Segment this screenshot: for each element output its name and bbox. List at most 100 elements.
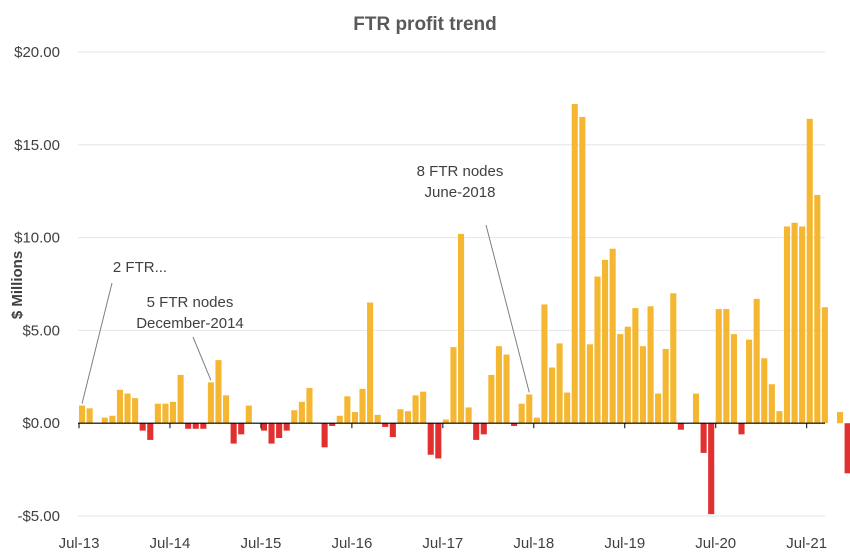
- bar: [473, 423, 480, 440]
- bar: [207, 382, 214, 424]
- bar: [230, 423, 237, 444]
- bar: [594, 276, 601, 424]
- annotation-leader-line: [485, 224, 530, 393]
- annotation-text: December-2014: [136, 315, 244, 332]
- bar: [586, 344, 593, 424]
- bar: [602, 259, 609, 424]
- x-tick-label: Jul-21: [786, 535, 827, 552]
- bar: [442, 419, 449, 424]
- bar: [465, 407, 472, 424]
- y-tick-label: $10.00: [14, 230, 60, 247]
- x-axis-ticks: Jul-13 Jul-14 Jul-15 Jul-16 Jul-17 Jul-18 Jul-…: [59, 423, 827, 552]
- bar: [306, 387, 313, 424]
- chart-title: FTR profit trend: [353, 14, 497, 35]
- y-tick-label: $20.00: [14, 44, 60, 61]
- bar: [298, 401, 305, 424]
- bar: [321, 423, 328, 448]
- bar: [730, 334, 737, 424]
- annotation-text: June-2018: [425, 184, 496, 201]
- bar: [169, 401, 177, 424]
- bar: [382, 423, 389, 427]
- annotation-leader-line: [81, 282, 113, 404]
- bar: [571, 103, 578, 424]
- bar: [837, 412, 844, 424]
- bar: [162, 403, 169, 424]
- bar: [526, 394, 533, 424]
- bar: [783, 226, 791, 424]
- bar: [435, 423, 442, 459]
- annotation-leader-line: [192, 336, 212, 381]
- bar: [147, 423, 154, 440]
- bar: [799, 226, 806, 424]
- bar: [132, 398, 139, 424]
- bar: [564, 392, 571, 424]
- annotation-text: 2 FTR...: [113, 259, 167, 276]
- bar: [655, 393, 662, 424]
- y-tick-label: $0.00: [22, 415, 60, 432]
- bar: [670, 293, 677, 424]
- bar: [548, 367, 556, 424]
- bar: [662, 348, 669, 424]
- bar: [753, 298, 760, 424]
- bar: [632, 308, 639, 424]
- bar: [639, 346, 647, 424]
- bar: [139, 423, 146, 431]
- bar: [791, 222, 798, 424]
- bar: [245, 405, 252, 424]
- bar: [223, 395, 230, 424]
- bar: [503, 354, 510, 424]
- x-tick-label: Jul-20: [695, 535, 736, 552]
- bar: [776, 411, 783, 424]
- bar: [692, 393, 700, 424]
- bar: [291, 410, 298, 424]
- bar: [200, 423, 207, 429]
- bar: [715, 309, 722, 424]
- bar: [738, 423, 745, 435]
- bar: [367, 302, 374, 424]
- bar: [276, 423, 283, 439]
- y-axis-label: $ Millions: [9, 251, 26, 319]
- bar: [617, 334, 624, 424]
- x-tick-label: Jul-15: [240, 535, 281, 552]
- bar: [238, 423, 245, 435]
- x-tick-label: Jul-19: [604, 535, 645, 552]
- bar: [389, 423, 396, 438]
- bar: [154, 403, 161, 424]
- bar: [579, 116, 586, 424]
- annotations: 2 FTR... 5 FTR nodes December-2014 8 FTR no…: [81, 163, 530, 404]
- bar: [260, 423, 268, 431]
- gridlines: [78, 51, 825, 517]
- bar: [185, 423, 192, 429]
- bar: [336, 415, 343, 424]
- bar: [283, 423, 290, 431]
- bar: [609, 248, 616, 424]
- bar: [420, 391, 427, 424]
- x-tick-label: Jul-18: [513, 535, 554, 552]
- bar: [351, 412, 358, 424]
- bar: [397, 409, 404, 424]
- bar: [404, 411, 412, 424]
- bar: [761, 358, 768, 424]
- bar: [177, 374, 184, 424]
- bar: [101, 417, 108, 424]
- y-tick-label: $15.00: [14, 137, 60, 154]
- bar: [488, 374, 495, 424]
- bar: [511, 423, 518, 426]
- bar: [821, 307, 828, 424]
- x-tick-label: Jul-13: [59, 535, 100, 552]
- annotation-text: 5 FTR nodes: [147, 294, 234, 311]
- bar: [647, 306, 654, 424]
- bar: [533, 417, 540, 424]
- bar: [556, 343, 563, 424]
- bar: [708, 423, 715, 515]
- x-tick-label: Jul-16: [331, 535, 372, 552]
- bar: [359, 388, 366, 424]
- bar: [412, 395, 419, 424]
- x-tick-label: Jul-14: [150, 535, 191, 552]
- bar: [124, 393, 131, 424]
- bar: [268, 423, 275, 444]
- bar: [768, 384, 775, 424]
- bar: [723, 309, 730, 424]
- bar: [677, 423, 684, 430]
- bars: [79, 103, 850, 515]
